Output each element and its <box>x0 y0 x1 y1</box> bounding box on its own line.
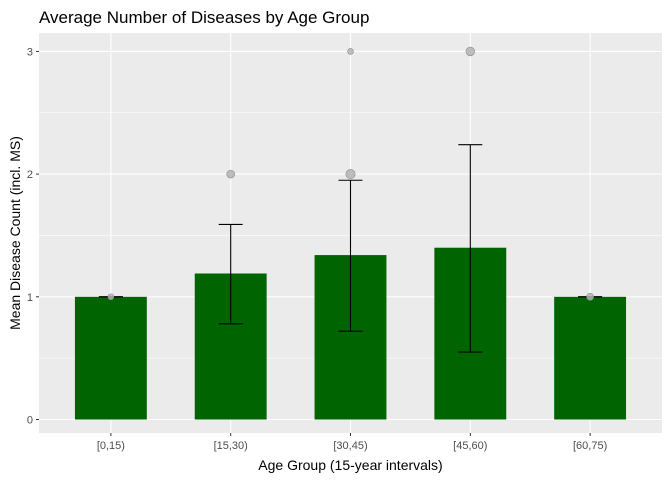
y-tick-label: 2 <box>27 169 33 181</box>
chart-title: Average Number of Diseases by Age Group <box>39 8 369 27</box>
data-point <box>226 169 235 179</box>
bars <box>74 247 627 420</box>
data-point <box>586 292 594 301</box>
y-axis-title: Mean Disease Count (incl. MS) <box>7 136 23 330</box>
bar <box>74 296 147 420</box>
data-point <box>345 169 356 180</box>
y-tick-label: 0 <box>27 415 33 427</box>
y-axis: 0 1 2 3 <box>27 46 39 427</box>
x-axis-title: Age Group (15-year intervals) <box>258 457 442 473</box>
x-tick-label: [60,75) <box>573 440 607 452</box>
data-points <box>107 46 594 301</box>
data-point <box>107 293 115 301</box>
y-tick-label: 1 <box>27 292 33 304</box>
data-point <box>465 46 475 57</box>
x-axis: [0,15) [15,30) [30,45) [45,60) [60,75) <box>97 433 607 452</box>
x-tick-label: [45,60) <box>453 440 487 452</box>
x-tick-label: [0,15) <box>97 440 125 452</box>
x-tick-label: [30,45) <box>333 440 367 452</box>
data-point <box>347 48 354 55</box>
x-tick-label: [15,30) <box>214 440 248 452</box>
bar <box>554 296 627 420</box>
y-tick-label: 3 <box>27 46 33 58</box>
